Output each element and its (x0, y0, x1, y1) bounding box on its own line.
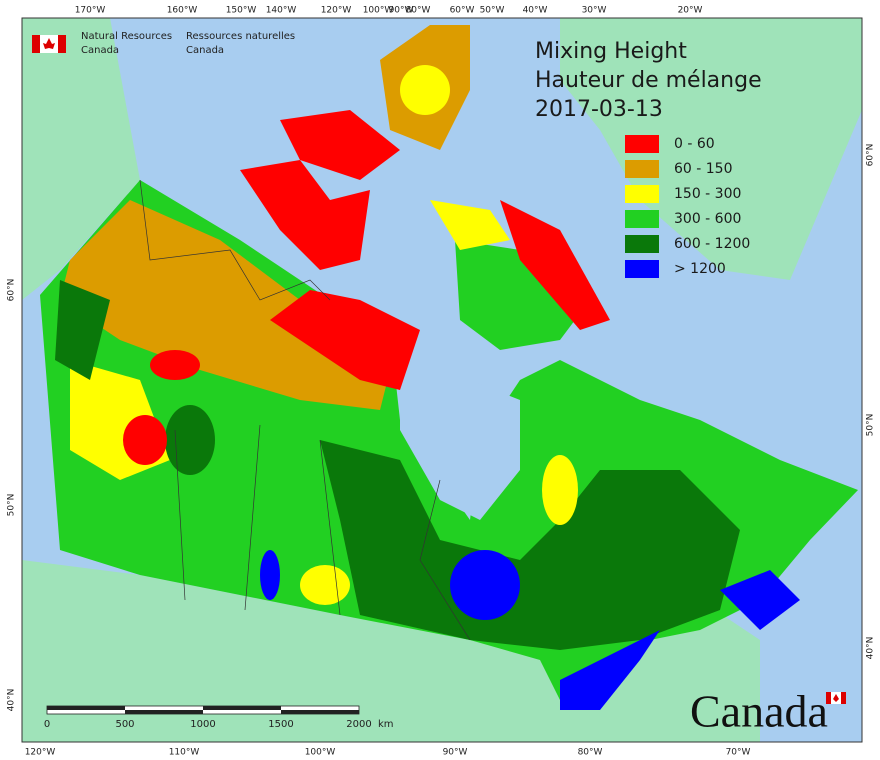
graticule-label: 20°W (678, 6, 703, 16)
borders (139, 179, 471, 641)
graticule-label: 60°N (7, 279, 17, 302)
arctic-red-3 (280, 110, 400, 180)
graticule-label: 80°W (406, 6, 431, 16)
agency-fr: Ressources naturelles (186, 31, 295, 42)
legend-label: 60 - 150 (674, 161, 733, 177)
legend-swatch (625, 260, 659, 278)
graticule-label: 150°W (226, 6, 257, 16)
greenland (560, 18, 862, 280)
zone-dark-ab (165, 405, 215, 475)
legend-swatch (625, 210, 659, 228)
title: 2017-03-13 (535, 97, 663, 122)
zone-yellow-qc (542, 455, 578, 525)
legend-swatch (625, 135, 659, 153)
legend-label: 0 - 60 (674, 136, 715, 152)
graticule-label: 30°W (582, 6, 607, 16)
graticule-label: 60°N (866, 144, 876, 167)
scale-label: 500 (115, 719, 134, 730)
graticule-label: 120°W (25, 748, 56, 758)
scale-label: 1500 (268, 719, 293, 730)
zone-red-yt (150, 350, 200, 380)
graticule-label: 170°W (75, 6, 106, 16)
graticule-label: 40°N (866, 637, 876, 660)
alaska (22, 18, 140, 300)
map-area (22, 18, 862, 742)
scale-label: 0 (44, 719, 50, 730)
graticule-label: 100°W (363, 6, 394, 16)
legend-label: > 1200 (674, 261, 726, 277)
scale-bar (46, 705, 360, 715)
legend-swatch (625, 235, 659, 253)
scale-label: 1000 (190, 719, 215, 730)
graticule-label: 90°W (389, 6, 414, 16)
zone-blue-ns (720, 570, 800, 630)
title: Mixing Height (535, 39, 687, 64)
graticule-label: 90°W (443, 748, 468, 758)
ellesmere-yellow (400, 65, 450, 115)
graticule-label: 80°W (578, 748, 603, 758)
baffin-yellow (430, 200, 510, 250)
wordmark-flag (826, 692, 846, 704)
agency-en: Canada (81, 45, 119, 56)
graticule-label: 50°N (7, 494, 17, 517)
zone-blue-south (560, 630, 660, 710)
zone-north (60, 200, 400, 410)
legend-label: 150 - 300 (674, 186, 741, 202)
zone-dark (320, 440, 740, 650)
legend-swatch (625, 160, 659, 178)
scale-unit: km (378, 719, 394, 730)
agency-en: Natural Resources (81, 31, 172, 42)
agency-fr: Canada (186, 45, 224, 56)
arctic-red-1 (270, 290, 420, 390)
graticule-label: 160°W (167, 6, 198, 16)
zone-dark-west (55, 280, 110, 380)
graticule-label: 60°W (450, 6, 475, 16)
baffin-south (455, 240, 590, 350)
graticule-label: 140°W (266, 6, 297, 16)
graticule-label: 50°N (866, 414, 876, 437)
graticule-label: 100°W (305, 748, 336, 758)
arctic-red-baffin (500, 200, 610, 330)
hudson-bay (400, 300, 520, 520)
legend-label: 300 - 600 (674, 211, 741, 227)
graticule-label: 40°W (523, 6, 548, 16)
scale-label: 2000 (346, 719, 371, 730)
zone-blue-mb (260, 550, 280, 600)
graticule-label: 110°W (169, 748, 200, 758)
map-frame (21, 17, 863, 743)
graticule-label: 70°W (726, 748, 751, 758)
agency-flag (32, 35, 66, 53)
graticule-label: 120°W (321, 6, 352, 16)
canada-wordmark: Canada (690, 686, 828, 737)
zone-red-bc (123, 415, 167, 465)
legend-label: 600 - 1200 (674, 236, 750, 252)
zone-blue-on (450, 550, 520, 620)
arctic-red-2 (240, 160, 370, 270)
legend-swatch (625, 185, 659, 203)
zone-yellow-sk (300, 565, 350, 605)
graticule-label: 40°N (7, 689, 17, 712)
title: Hauteur de mélange (535, 68, 762, 93)
graticule-label: 50°W (480, 6, 505, 16)
